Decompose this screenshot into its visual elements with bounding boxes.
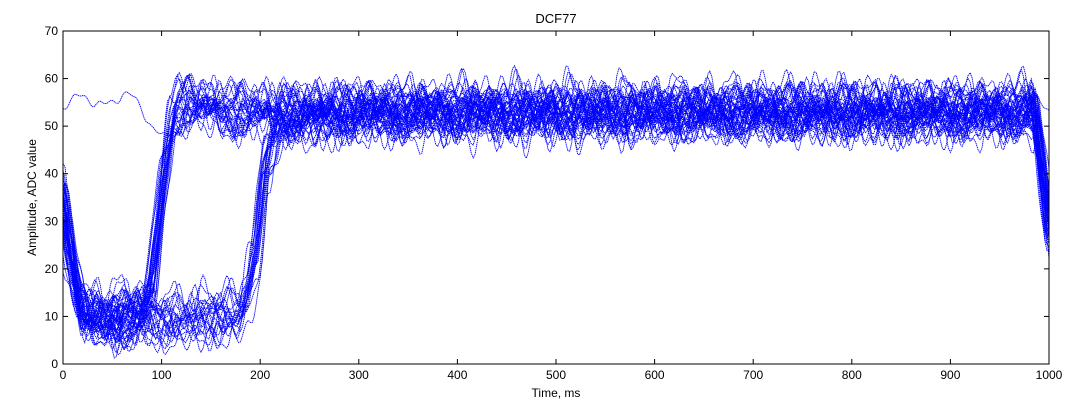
trace-line-long_pulse [62,79,1050,350]
x-tick-label: 900 [940,368,960,382]
trace-line-long_pulse [62,81,1050,332]
chart-title: DCF77 [535,11,576,26]
y-tick-label: 60 [45,72,59,86]
trace-line-long_pulse [62,93,1050,355]
x-axis-label: Time, ms [532,386,581,400]
x-tick-label: 0 [60,368,67,382]
y-tick-label: 40 [45,167,59,181]
trace-line-long_pulse [62,71,1050,335]
series-traces [62,64,1050,359]
trace-line-long_pulse [62,94,1050,338]
x-tick-label: 400 [447,368,467,382]
y-tick-label: 10 [45,309,59,323]
y-tick-label: 50 [45,119,59,133]
trace-line-long_pulse [62,90,1050,347]
x-tick-label: 300 [349,368,369,382]
x-tick-label: 100 [152,368,172,382]
axis-ticks: 0 100 200 300 400 500 600 700 800 900 1000 0 10 20 30 4… [45,24,1063,382]
y-tick-label: 70 [45,24,59,38]
trace-line-long_pulse [62,100,1050,346]
trace-line-long_pulse [62,93,1050,344]
trace-line-long_pulse [62,101,1050,343]
x-tick-label: 600 [645,368,665,382]
x-tick-label: 1000 [1036,368,1063,382]
trace-line-long_pulse [62,86,1050,354]
y-tick-label: 0 [51,357,58,371]
x-tick-label: 700 [743,368,763,382]
trace-line-short_pulse [62,71,1050,332]
x-tick-label: 500 [546,368,566,382]
trace-line-long_pulse [62,84,1050,330]
x-tick-label: 200 [250,368,270,382]
trace-line-long_pulse [62,93,1050,338]
y-axis-label: Amplitude, ADC value [25,139,39,256]
trace-line-short_pulse [62,81,1050,338]
trace-line-long_pulse [62,76,1050,345]
trace-line-short_pulse [62,79,1050,352]
trace-line-no_pulse [62,90,1050,137]
y-tick-label: 30 [45,214,59,228]
y-tick-label: 20 [45,262,59,276]
x-tick-label: 800 [842,368,862,382]
trace-line-short_pulse [62,75,1050,332]
